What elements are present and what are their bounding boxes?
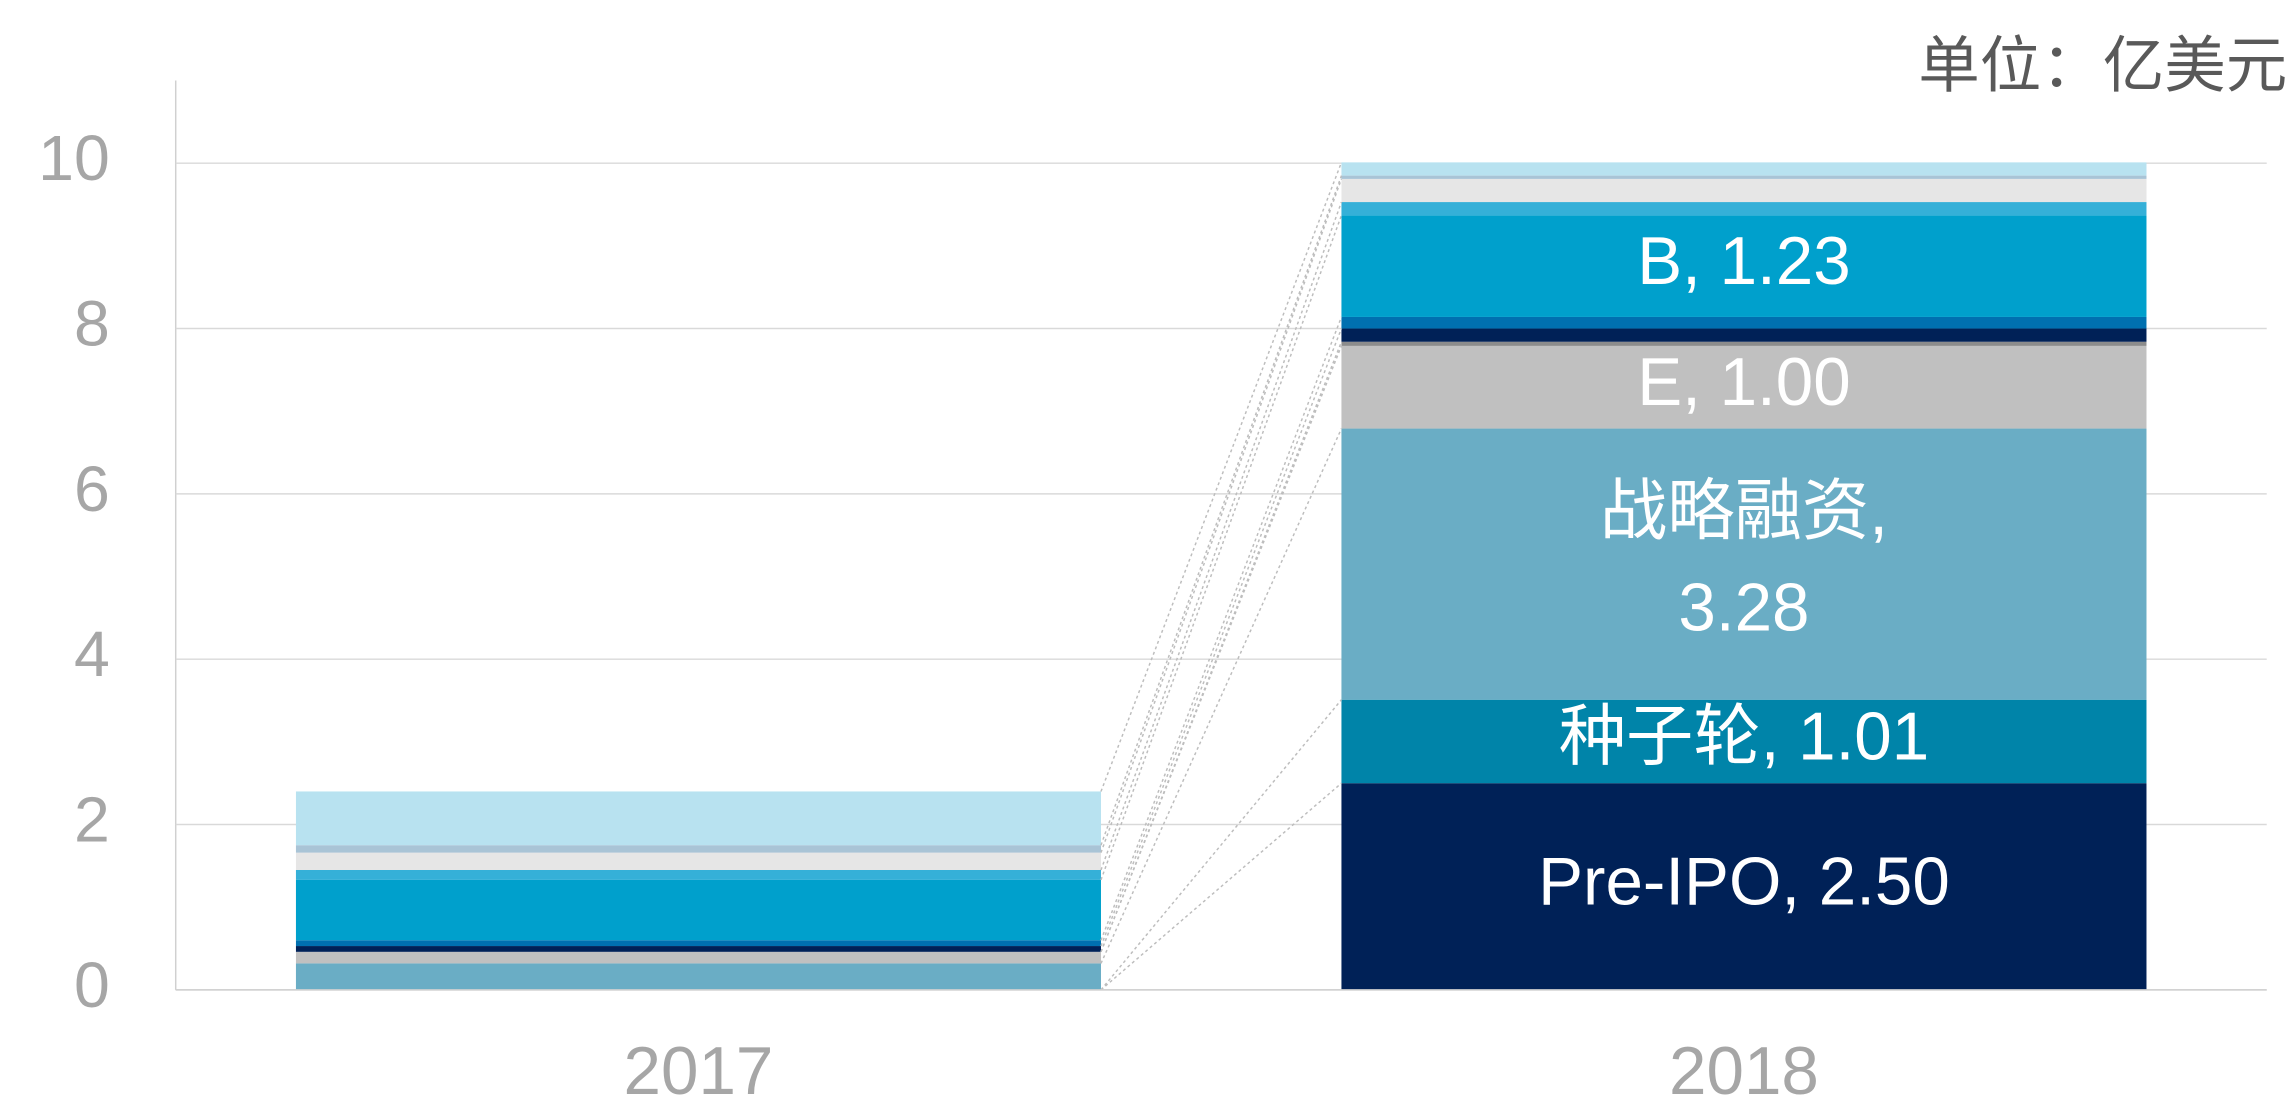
bar-segment — [295, 879, 1101, 941]
bar-segment — [1341, 175, 2147, 179]
connector-line — [1100, 162, 1343, 792]
bar-segment — [1341, 428, 2147, 700]
connector-line — [1100, 178, 1343, 853]
data-label: B, 1.23 — [1637, 224, 1850, 299]
bar-segment — [1341, 783, 2147, 990]
bar-segment — [295, 852, 1101, 870]
bar-segment — [1341, 202, 2147, 216]
bar-segment — [295, 869, 1101, 880]
y-tick-label: 8 — [74, 288, 110, 360]
connector-line — [1100, 699, 1343, 991]
bar-segment — [1341, 215, 2147, 317]
connector-line — [1100, 341, 1343, 953]
bar-segment — [295, 951, 1101, 964]
bar-segment — [295, 963, 1101, 990]
unit-label: 单位：亿美元 — [1918, 32, 2287, 101]
connector-line — [1100, 328, 1343, 947]
connector-line — [1100, 782, 1342, 991]
y-tick-label: 10 — [38, 122, 110, 194]
connector-line — [1100, 316, 1343, 941]
data-label: Pre-IPO, 2.50 — [1538, 844, 1950, 919]
bar-segment — [295, 946, 1101, 952]
bar-segment — [1341, 328, 2147, 342]
connector-line — [1100, 215, 1343, 881]
connector-line — [1100, 428, 1343, 964]
data-label: E, 1.00 — [1637, 345, 1850, 420]
connector-line — [1100, 175, 1343, 846]
x-tick-label: 2018 — [1669, 1034, 1819, 1107]
bar-segment — [295, 791, 1101, 846]
y-tick-label: 6 — [74, 453, 110, 525]
bar-segment — [1341, 178, 2147, 203]
y-tick-label: 4 — [74, 618, 110, 690]
bar-segment — [1341, 345, 2147, 429]
bar-segment — [1341, 699, 2147, 784]
connector-line — [1100, 345, 1343, 953]
connector-line — [1100, 201, 1343, 871]
x-tick-label: 2017 — [624, 1034, 774, 1107]
y-tick-label: 2 — [74, 784, 110, 856]
y-tick-label: 0 — [74, 949, 110, 1021]
data-label: 战略融资, 3.28 — [1600, 474, 1888, 646]
data-label: 种子轮, 1.01 — [1559, 699, 1930, 774]
bar-segment — [295, 940, 1101, 947]
bar-segment — [1341, 316, 2147, 329]
bar-segment — [295, 845, 1101, 853]
bar-segment — [1341, 162, 2147, 176]
bar-segment — [1341, 341, 2147, 346]
